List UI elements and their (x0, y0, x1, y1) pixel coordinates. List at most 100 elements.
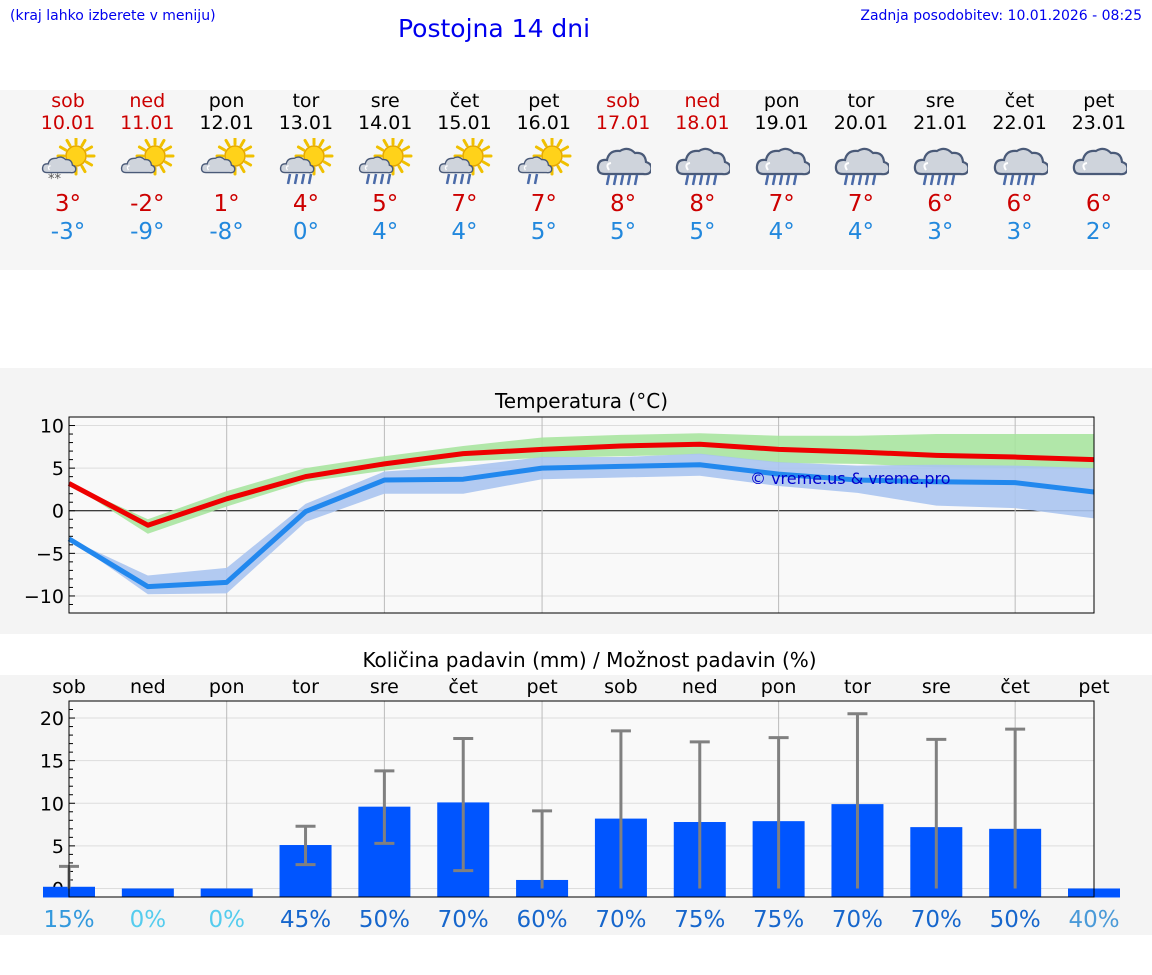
precipitation-day-label: čet (448, 676, 478, 698)
max-temp: 1° (213, 191, 240, 217)
sun-cloud-icon (199, 136, 255, 190)
day-name: sre (370, 90, 400, 112)
max-temp: 5° (372, 191, 399, 217)
precipitation-title: Količina padavin (mm) / Možnost padavin … (362, 648, 816, 672)
temperature-tick-label: −10 (24, 586, 64, 608)
precipitation-probability: 0% (130, 907, 167, 933)
day-column: pon 19.01 7° 4° (742, 90, 822, 246)
max-temp: 7° (847, 191, 875, 217)
precipitation-tick-label: 15 (40, 751, 64, 773)
max-temp: 8° (610, 191, 637, 217)
precipitation-probability: 50% (990, 907, 1041, 933)
precipitation-probability: 75% (674, 907, 725, 933)
max-temp: 6° (927, 191, 954, 217)
day-column: sob 10.01 ** 3° -3° (28, 90, 108, 246)
min-temp: 4° (372, 219, 399, 245)
max-temp-line (67, 441, 1095, 528)
min-temp: 2° (1085, 219, 1112, 245)
cloud-rain-icon (992, 138, 1050, 190)
min-temp: -3° (50, 219, 86, 245)
max-temp-band (69, 433, 1094, 534)
day-name: sre (925, 90, 955, 112)
day-column: pet 23.01 6° 2° (1059, 90, 1139, 246)
max-temp: 7° (768, 191, 795, 217)
watermark: © vreme.us & vreme.pro (750, 469, 951, 488)
day-column: tor 20.01 7° 4° (821, 90, 901, 246)
day-name: pon (208, 90, 245, 112)
day-date: 16.01 (516, 112, 571, 134)
precipitation-probability: 70% (438, 907, 489, 933)
precipitation-probability: 70% (911, 907, 962, 933)
page-title: Postojna 14 dni (398, 14, 591, 43)
day-date: 17.01 (595, 112, 651, 134)
precipitation-bar (200, 888, 253, 898)
temperature-tick-label: −5 (36, 543, 64, 565)
precipitation-day-label: sob (604, 676, 638, 698)
precipitation-day-label: čet (1000, 676, 1030, 698)
last-update: Zadnja posodobitev: 10.01.2026 - 08:25 (860, 8, 1142, 24)
max-temp: 3° (54, 191, 82, 217)
precipitation-probability: 60% (517, 907, 568, 933)
max-temp: 6° (1006, 191, 1033, 217)
min-temp: 4° (768, 219, 795, 245)
temperature-tick-label: 10 (40, 416, 64, 438)
precipitation-tick-label: 5 (52, 836, 64, 858)
sun-cloud-rain-icon (278, 136, 334, 190)
day-date: 15.01 (437, 112, 492, 134)
precipitation-bar (516, 879, 569, 898)
day-date: 21.01 (913, 112, 968, 134)
min-temp: 5° (530, 219, 557, 245)
precipitation-probability: 75% (753, 907, 804, 933)
precipitation-plot-frame (68, 700, 1095, 898)
day-name: pet (1083, 90, 1115, 112)
precipitation-probability: 70% (832, 907, 883, 933)
day-name: sob (606, 90, 640, 112)
day-column: tor 13.01 4° 0° (266, 90, 346, 246)
cloud-rain-icon (674, 138, 732, 190)
day-name: pet (528, 90, 560, 112)
max-temp: 6° (1085, 191, 1112, 217)
day-column: pet 16.01 7° 5° (504, 90, 584, 246)
min-temp: 5° (610, 219, 637, 245)
day-column: ned 11.01 -2° -9° (107, 90, 187, 246)
precipitation-day-label: sob (52, 676, 86, 698)
min-temp: 4° (451, 219, 478, 245)
max-temp: 7° (451, 191, 478, 217)
precipitation-day-label: tor (292, 676, 319, 698)
day-date: 13.01 (278, 112, 334, 134)
day-name: čet (1004, 90, 1035, 112)
day-name: tor (847, 90, 875, 112)
sun-cloud-light-rain-icon (516, 136, 572, 190)
sun-cloud-snow-icon: ** (40, 136, 96, 190)
day-date: 22.01 (992, 112, 1047, 134)
min-temp: 0° (292, 219, 319, 245)
min-temp: 4° (847, 219, 875, 245)
precipitation-day-label: pet (526, 676, 557, 698)
precipitation-day-label: ned (130, 676, 166, 698)
temperature-title: Temperatura (°C) (494, 389, 668, 413)
precipitation-probability: 15% (43, 907, 94, 933)
precipitation-day-label: pet (1078, 676, 1109, 698)
sun-cloud-rain-icon (437, 136, 493, 190)
max-temp: 8° (689, 191, 716, 217)
temperature-tick-label: 5 (52, 458, 64, 480)
day-name: ned (129, 90, 166, 112)
day-name: pon (763, 90, 800, 112)
temperature-plot-frame (68, 416, 1095, 614)
svg-text:**: ** (48, 172, 62, 187)
sun-cloud-rain-icon (357, 136, 413, 190)
day-column: sre 21.01 6° 3° (900, 90, 980, 246)
precipitation-probability: 70% (595, 907, 646, 933)
day-column: čet 22.01 6° 3° (980, 90, 1060, 246)
cloud-rain-icon (595, 138, 653, 190)
precipitation-probability: 50% (359, 907, 410, 933)
precipitation-tick-label: 10 (40, 793, 64, 815)
day-date: 12.01 (199, 112, 254, 134)
min-temp-line (67, 462, 1095, 590)
temperature-tick-label: 0 (52, 501, 64, 523)
day-date: 20.01 (833, 112, 889, 134)
day-column: čet 15.01 7° 4° (425, 90, 505, 246)
cloud-icon (1071, 138, 1129, 190)
day-name: sob (51, 90, 85, 112)
